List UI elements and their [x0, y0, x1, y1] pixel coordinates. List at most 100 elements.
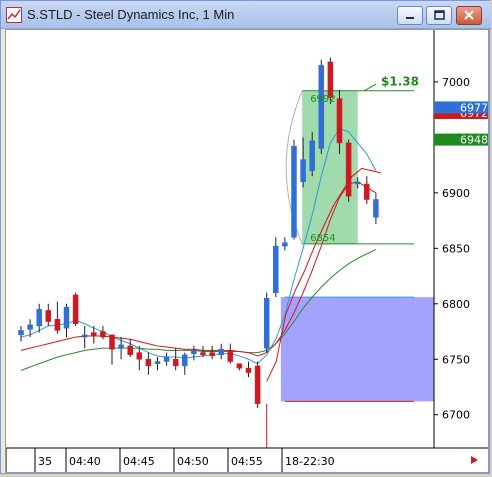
candle-body [327, 61, 334, 98]
candle [27, 319, 33, 338]
price-tag-blue: 6977 [460, 101, 488, 114]
candle-body [182, 354, 188, 367]
chart-app-icon [6, 7, 22, 23]
candle-body [191, 350, 197, 354]
candle [136, 345, 143, 371]
candle [154, 357, 161, 371]
candle-body [18, 330, 24, 336]
profit-pointer [363, 83, 377, 92]
candles-layer [18, 57, 379, 409]
candle [309, 131, 315, 177]
restore-button[interactable] [426, 6, 452, 25]
ma-mid-line [20, 181, 377, 357]
candle-body [45, 310, 52, 322]
candle [373, 192, 379, 224]
price-tag-blue-bg [434, 101, 488, 114]
annotations-layer: $1.38 6992 6854 [310, 74, 419, 243]
candlestick-chart[interactable]: $1.38 6992 6854 67006750680068506900695070… [5, 30, 488, 472]
candle [300, 137, 306, 188]
candle-body [136, 352, 143, 360]
candle [263, 292, 270, 353]
candle [54, 301, 61, 334]
candle [145, 352, 152, 375]
candle [327, 57, 334, 105]
candle-body [27, 324, 33, 330]
candle-body [72, 294, 79, 325]
position-zone [280, 297, 434, 402]
price-tag-green: 6948 [460, 134, 488, 147]
price-tick-label: 6850 [442, 242, 470, 255]
candle [81, 325, 88, 349]
candle-body [273, 245, 279, 293]
candle [18, 325, 24, 342]
price-tick-label: 6800 [442, 298, 470, 311]
candle [364, 176, 370, 204]
candle [100, 325, 106, 340]
candle-body [118, 344, 124, 349]
candle [163, 352, 170, 366]
time-tick-label: 04:50 [177, 455, 209, 468]
candle-body [127, 345, 133, 356]
candle [72, 292, 79, 326]
candle [236, 363, 243, 371]
minimize-icon [406, 17, 414, 19]
candle [354, 177, 361, 189]
candle [218, 343, 224, 360]
candle-body [236, 363, 243, 369]
candle-body [336, 98, 343, 144]
range-low-label: 6854 [310, 233, 335, 244]
price-tick-label: 6900 [442, 187, 470, 200]
title-bar[interactable]: S.STLD - Steel Dynamics Inc, 1 Min [1, 1, 491, 29]
window-title: S.STLD - Steel Dynamics Inc, 1 Min [27, 7, 235, 22]
candle [336, 89, 343, 155]
candle-body [145, 359, 152, 367]
candle-body [172, 359, 179, 367]
time-tick-label: 04:40 [69, 455, 101, 468]
restore-icon [434, 10, 445, 20]
minimize-button[interactable] [397, 6, 423, 25]
candle-body [81, 334, 88, 338]
candle [318, 59, 325, 155]
candle-body [36, 309, 42, 327]
candle-body [373, 199, 379, 218]
ma-fast-line [20, 127, 377, 365]
candle-body [91, 332, 97, 337]
candle-body [100, 331, 106, 338]
candle-body [309, 140, 315, 171]
candle [182, 352, 188, 375]
time-tick-label: 35 [38, 455, 52, 468]
candle [191, 345, 197, 361]
axes-layer: 67006750680068506900695070003504:4004:45… [5, 30, 488, 472]
candle-body [163, 356, 170, 362]
price-tick-label: 6700 [442, 409, 470, 422]
candle [227, 343, 234, 364]
candle-body [300, 159, 306, 183]
candle-body [282, 242, 288, 247]
candle-body [63, 306, 70, 329]
candle-body [154, 361, 161, 364]
candle [200, 345, 206, 358]
candle [91, 325, 97, 344]
time-tick-label: 04:45 [123, 455, 155, 468]
candle [172, 348, 179, 371]
close-button[interactable] [456, 6, 482, 25]
candle [118, 337, 124, 360]
candle-body [227, 350, 234, 362]
candle [345, 139, 352, 202]
candle [245, 361, 252, 378]
candle [282, 237, 288, 251]
candle [109, 334, 115, 365]
candle-body [318, 65, 325, 149]
range-high-label: 6992 [310, 94, 335, 105]
candle-body [54, 319, 61, 331]
candle [291, 139, 297, 240]
candle-body [218, 349, 224, 356]
profit-label: $1.38 [381, 74, 419, 88]
candle-body [109, 334, 115, 350]
candle-body [245, 367, 252, 373]
trend-red-line [266, 167, 381, 382]
candle-body [263, 297, 270, 349]
lines-layer [20, 127, 381, 448]
